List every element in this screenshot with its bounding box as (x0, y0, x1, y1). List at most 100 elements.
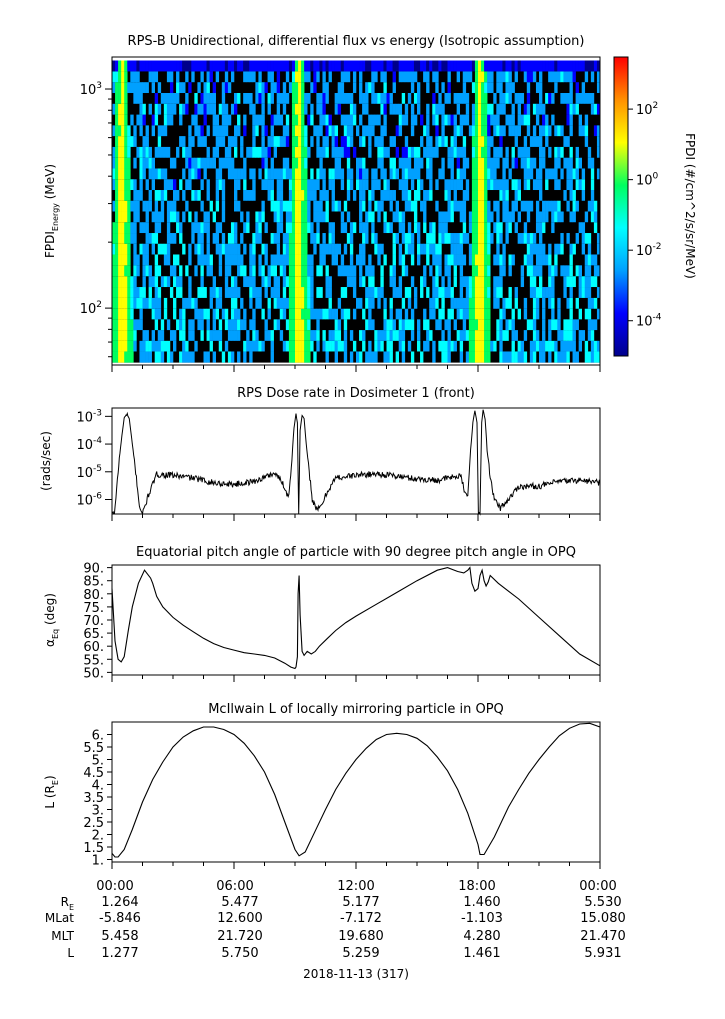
spectrogram-cell (490, 71, 494, 83)
spectrogram-cell (593, 200, 598, 212)
spectrogram-cell (298, 319, 302, 331)
spectrogram-cell (252, 179, 256, 191)
spectrogram-cell (572, 243, 576, 255)
spectrogram-cell (157, 211, 162, 223)
spectrogram-cell (453, 125, 457, 137)
spectrogram-cell (523, 114, 528, 126)
spectrogram-cell (392, 136, 396, 147)
spectrogram-cell (426, 287, 430, 298)
spectrogram-cell (499, 222, 503, 234)
spectrogram-cell (136, 60, 140, 72)
spectrogram-cell (365, 168, 369, 180)
spectrogram-cell (218, 103, 223, 115)
spectrogram-cell (413, 297, 418, 309)
mcilwain-l-y-tick-label: 2. (92, 829, 104, 844)
spectrogram-cell (371, 60, 375, 72)
spectrogram-cell (563, 340, 567, 352)
spectrogram-cell (337, 146, 342, 158)
spectrogram-cell (173, 211, 177, 223)
spectrogram-cell (395, 211, 399, 223)
spectrogram-cell (316, 233, 320, 244)
spectrogram-cell (435, 146, 439, 158)
spectrogram-cell (237, 287, 241, 298)
spectrogram-cell (215, 114, 220, 126)
spectrogram-cell (334, 168, 338, 180)
spectrogram-cell (508, 222, 512, 234)
flux-spectrogram-panel: RPS-B Unidirectional, differential flux … (43, 34, 697, 372)
spectrogram-cell (362, 136, 366, 147)
spectrogram-cell (590, 179, 595, 191)
spectrogram-cell (441, 125, 445, 137)
spectrogram-cell (264, 179, 268, 191)
spectrogram-cell (407, 340, 412, 352)
spectrogram-cell (456, 93, 460, 104)
spectrogram-cell (197, 157, 201, 169)
spectrogram-cell (334, 243, 338, 255)
spectrogram-cell (139, 179, 143, 191)
spectrogram-cell (407, 146, 412, 158)
spectrogram-cell (462, 233, 467, 244)
spectrogram-cell (542, 211, 546, 223)
spectrogram-cell (246, 276, 250, 288)
spectrogram-cell (252, 190, 256, 201)
spectrogram-cell (215, 71, 220, 83)
spectrogram-cell (368, 82, 372, 94)
spectrogram-cell (523, 330, 528, 341)
spectrogram-cell (511, 319, 515, 331)
spectrogram-cell (270, 71, 274, 83)
spectrogram-cell (288, 60, 293, 72)
mcilwain-l-y-tick-label: 3. (92, 804, 104, 819)
spectrogram-cell (545, 168, 549, 180)
spectrogram-cell (398, 211, 403, 223)
spectrogram-cell (176, 190, 180, 201)
spectrogram-cell (325, 265, 329, 277)
spectrogram-cell (285, 136, 290, 147)
spectrogram-cell (209, 287, 213, 298)
spectrogram-cell (578, 222, 582, 234)
spectrogram-cell (468, 330, 473, 341)
spectrogram-cell (575, 103, 579, 115)
spectrogram-cell (200, 93, 204, 104)
spectrogram-cell (389, 330, 393, 341)
spectrogram-cell (474, 330, 479, 341)
spectrogram-cell (334, 351, 338, 363)
spectrogram-cell (255, 146, 259, 158)
spectrogram-cell (121, 265, 125, 277)
colorbar-tick-label: 10-4 (636, 313, 662, 330)
spectrogram-cell (349, 330, 354, 341)
spectrogram-cell (151, 330, 155, 341)
spectrogram-cell (282, 276, 287, 288)
spectrogram-cell (444, 319, 448, 331)
spectrogram-cell (154, 211, 159, 223)
spectrogram-cell (124, 82, 128, 94)
spectrogram-cell (163, 243, 168, 255)
spectrogram-cell (227, 287, 232, 298)
spectrogram-cell (282, 168, 287, 180)
spectrogram-cell (142, 222, 146, 234)
spectrogram-cell (291, 319, 296, 331)
spectrogram-cell (365, 179, 369, 191)
spectrogram-cell (560, 243, 564, 255)
spectrogram-cell (539, 136, 543, 147)
spectrogram-cell (447, 71, 451, 83)
spectrogram-cell (148, 233, 152, 244)
spectrogram-cell (133, 136, 137, 147)
spectrogram-cell (517, 114, 521, 126)
spectrogram-cell (401, 93, 406, 104)
spectrogram-cell (478, 136, 482, 147)
spectrogram-cell (401, 71, 406, 83)
spectrogram-cell (115, 168, 119, 180)
spectrogram-cell (169, 60, 174, 72)
spectrogram-cell (383, 319, 387, 331)
spectrogram-cell (450, 308, 454, 320)
spectrogram-cell (581, 60, 586, 72)
spectrogram-cell (331, 222, 335, 234)
spectrogram-cell (234, 93, 238, 104)
spectrogram-cell (148, 60, 152, 72)
spectrogram-cell (288, 265, 293, 277)
spectrogram-cell (166, 319, 171, 331)
spectrogram-cell (578, 114, 582, 126)
spectrogram-cell (194, 125, 198, 137)
spectrogram-cell (462, 308, 467, 320)
spectrogram-cell (374, 60, 378, 72)
